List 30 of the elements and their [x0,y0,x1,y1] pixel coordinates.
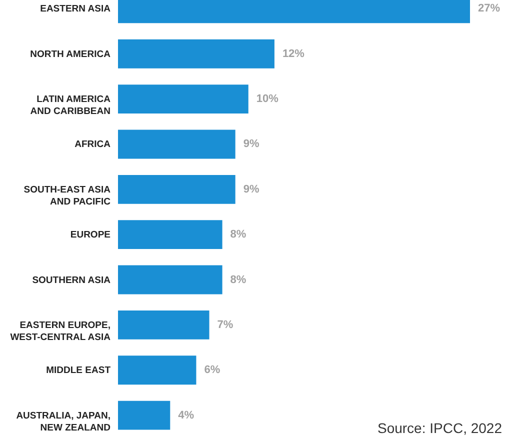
bar [118,310,210,340]
bar [118,84,248,114]
y-tick-label: SOUTHERN ASIA [32,274,111,286]
data-label: 4% [178,409,194,422]
bar [118,220,222,250]
data-label: 27% [478,2,500,15]
y-tick-label: EASTERN EUROPE, WEST-CENTRAL ASIA [10,320,111,343]
y-tick-label: EASTERN ASIA [40,4,111,15]
y-tick-label: NORTH AMERICA [30,48,111,60]
bar [118,356,196,385]
data-label: 9% [243,183,260,196]
y-tick-label: SOUTH-EAST ASIA AND PACIFIC [24,184,111,208]
y-tick-label: AUSTRALIA, JAPAN, NEW ZEALAND [16,410,111,434]
annotation: Source: IPCC, 2022 [377,420,502,436]
bar [118,39,274,68]
bar [118,265,222,294]
data-label: 10% [256,93,279,106]
bar [118,174,236,204]
data-label: 7% [217,318,234,331]
y-tick-label: LATIN AMERICA AND CARIBBEAN [30,94,111,118]
y-tick-label: AFRICA [74,139,111,150]
data-label: 12% [282,48,305,60]
bar [118,130,236,159]
data-label: 8% [230,274,246,286]
data-label: 9% [243,138,260,150]
y-tick-label: MIDDLE EAST [46,365,111,376]
data-label: 6% [204,364,220,376]
bar [118,400,170,430]
data-label: 8% [230,228,246,241]
y-tick-label: EUROPE [70,230,110,241]
